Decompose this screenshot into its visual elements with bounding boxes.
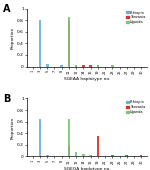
X-axis label: SGEAA haplotype no.: SGEAA haplotype no. bbox=[64, 77, 110, 81]
Bar bbox=[111, 155, 114, 156]
Bar bbox=[82, 154, 85, 156]
Bar bbox=[126, 155, 128, 156]
Bar bbox=[111, 65, 114, 66]
Bar bbox=[46, 155, 48, 156]
Bar bbox=[82, 65, 85, 66]
Bar bbox=[75, 65, 77, 66]
Bar bbox=[97, 65, 99, 66]
Bar bbox=[97, 65, 99, 66]
Bar bbox=[140, 155, 142, 156]
Bar bbox=[60, 65, 63, 66]
Y-axis label: Proportion: Proportion bbox=[10, 116, 14, 139]
Bar bbox=[89, 65, 92, 66]
Bar bbox=[68, 146, 70, 156]
Bar bbox=[97, 136, 99, 156]
Text: B: B bbox=[3, 94, 10, 104]
Bar bbox=[68, 119, 70, 156]
Bar bbox=[75, 152, 77, 156]
Legend: Ethiopia, Tanzania, Uganda: Ethiopia, Tanzania, Uganda bbox=[126, 10, 145, 25]
Bar bbox=[89, 155, 92, 156]
Bar bbox=[68, 21, 70, 66]
Text: A: A bbox=[3, 4, 10, 14]
Bar bbox=[89, 155, 92, 156]
Bar bbox=[68, 17, 70, 66]
Bar bbox=[75, 65, 77, 66]
Legend: Ethiopia, Tanzania, Uganda: Ethiopia, Tanzania, Uganda bbox=[126, 100, 145, 115]
Y-axis label: Proportion: Proportion bbox=[10, 26, 14, 49]
X-axis label: SGEGA haplotype no.: SGEGA haplotype no. bbox=[64, 167, 110, 170]
Bar bbox=[39, 20, 41, 66]
Bar bbox=[39, 119, 41, 156]
Bar bbox=[46, 64, 48, 66]
